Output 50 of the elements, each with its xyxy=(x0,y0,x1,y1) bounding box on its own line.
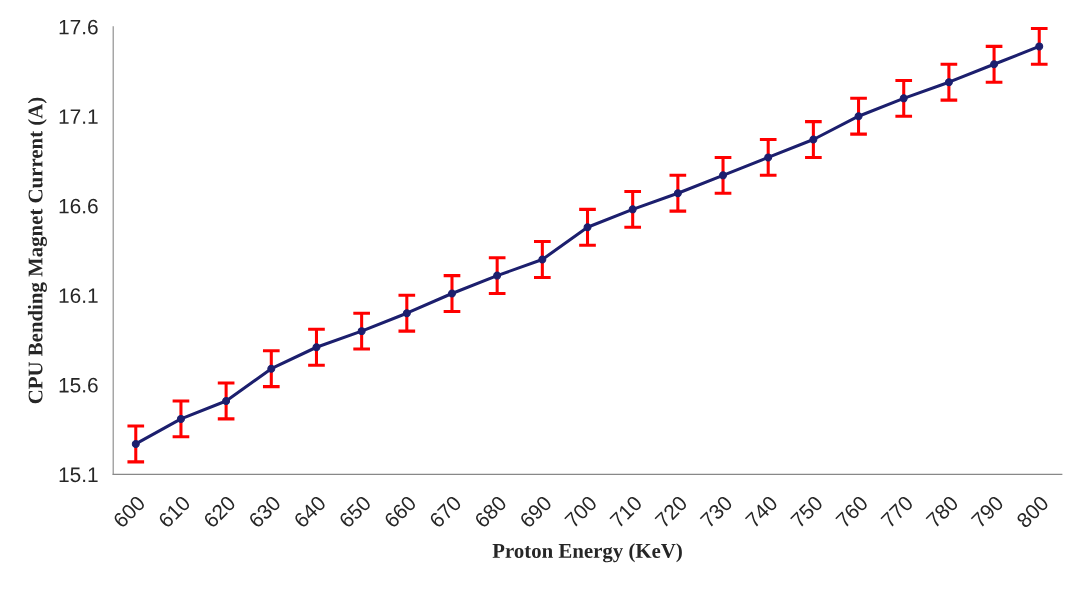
x-tick-label: 700 xyxy=(564,494,598,529)
y-tick-label: 17.6 xyxy=(59,19,98,35)
x-tick-label: 660 xyxy=(383,494,418,529)
y-tick-label: 15.6 xyxy=(59,377,98,393)
x-tick-label: 710 xyxy=(609,494,643,529)
x-tick-label: 620 xyxy=(202,494,237,529)
point xyxy=(222,396,231,405)
point xyxy=(990,60,999,69)
x-tick-label: 680 xyxy=(473,494,508,529)
x-tick-label: 670 xyxy=(428,494,463,529)
x-tick-label: 780 xyxy=(925,494,960,529)
point xyxy=(899,94,908,103)
point xyxy=(1035,42,1044,51)
point xyxy=(493,271,502,280)
x-tick-label: 600 xyxy=(112,494,147,529)
y-tick-label: 16.6 xyxy=(59,198,98,214)
y-tick-label: 16.1 xyxy=(59,288,98,304)
point xyxy=(719,171,728,180)
x-tick-label: 650 xyxy=(338,494,372,529)
x-tick-label: 720 xyxy=(654,494,689,529)
x-tick-label: 610 xyxy=(157,494,192,529)
y-tick-label: 15.1 xyxy=(59,467,98,483)
point xyxy=(357,327,366,336)
point xyxy=(628,205,637,214)
y-tick-label: 17.1 xyxy=(59,109,98,124)
x-tick-label: 770 xyxy=(880,494,914,529)
point xyxy=(583,223,592,232)
point xyxy=(809,135,818,144)
x-tick-label: 750 xyxy=(789,494,824,529)
x-tick-label: 740 xyxy=(744,494,779,529)
point xyxy=(764,153,773,162)
point xyxy=(176,414,185,423)
y-axis-title: CPU Bending Magnet Current (A) xyxy=(27,97,47,404)
point xyxy=(402,309,411,318)
point xyxy=(448,289,456,298)
point xyxy=(854,112,863,121)
point xyxy=(538,255,547,264)
x-tick-label: 760 xyxy=(835,494,869,529)
x-tick-label: 640 xyxy=(293,494,327,529)
point xyxy=(944,78,953,87)
point xyxy=(267,364,276,373)
x-tick-label: 690 xyxy=(518,494,553,529)
x-axis-title: Proton Energy (KeV) xyxy=(492,543,682,563)
point xyxy=(131,439,140,448)
x-tick-label: 800 xyxy=(1015,494,1050,529)
x-tick-label: 730 xyxy=(699,494,734,529)
x-tick-label: 630 xyxy=(247,494,282,529)
x-tick-label: 790 xyxy=(970,494,1005,529)
point xyxy=(673,189,682,198)
point xyxy=(312,343,321,352)
